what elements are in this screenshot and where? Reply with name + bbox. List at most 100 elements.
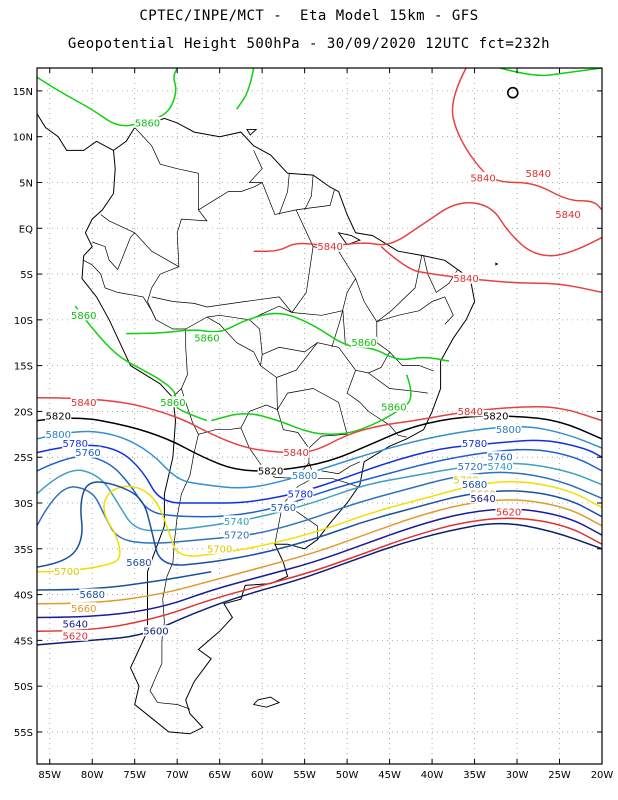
lat-tick-label: 15N bbox=[13, 87, 33, 98]
chart-title-line2: Geopotential Height 500hPa - 30/09/2020 … bbox=[67, 36, 551, 52]
contour-label: 5740 bbox=[224, 517, 249, 528]
contour-label: 5820 bbox=[483, 412, 508, 423]
lat-tick-label: 15S bbox=[14, 362, 33, 373]
country-border bbox=[83, 259, 188, 397]
lat-tick-label: 55S bbox=[14, 728, 33, 739]
contour-label-bg bbox=[79, 588, 106, 600]
contour-label-bg bbox=[470, 492, 497, 504]
contour-label: 5820 bbox=[46, 412, 71, 423]
contour-label-bg bbox=[461, 437, 488, 449]
contour-label: 5680 bbox=[126, 558, 151, 569]
contour-label: 5840 bbox=[453, 274, 478, 285]
contour-label: 5760 bbox=[75, 448, 100, 459]
contour-label: 5680 bbox=[462, 480, 487, 491]
contour-label-bg bbox=[291, 469, 318, 481]
contour-label-bg bbox=[223, 515, 250, 527]
contour-label: 5820 bbox=[258, 466, 283, 477]
contour-label: 5860 bbox=[351, 338, 376, 349]
lat-tick-label: 20S bbox=[14, 407, 33, 418]
contour-label: 5780 bbox=[288, 489, 313, 500]
contour-label: 5720 bbox=[224, 531, 249, 542]
lat-tick-label: 10N bbox=[13, 133, 33, 144]
country-border bbox=[423, 255, 458, 293]
contour-label: 5840 bbox=[555, 210, 580, 221]
contour-label-bg bbox=[351, 336, 378, 348]
contour-5680 bbox=[37, 570, 212, 591]
contour-label: 5780 bbox=[63, 439, 88, 450]
lon-tick-label: 20W bbox=[591, 770, 614, 781]
country-border bbox=[331, 278, 356, 348]
country-border bbox=[321, 461, 361, 475]
lat-tick-label: 10S bbox=[14, 316, 33, 327]
country-border bbox=[181, 316, 278, 435]
contour-label-bg bbox=[470, 171, 497, 183]
contour-label: 5860 bbox=[160, 398, 185, 409]
contour-5720 bbox=[37, 471, 602, 544]
contour-label: 5840 bbox=[71, 398, 96, 409]
contour-label-bg bbox=[53, 565, 80, 577]
contour-label: 5840 bbox=[526, 169, 551, 180]
lat-tick-label: 45S bbox=[14, 636, 33, 647]
contour-5680 bbox=[37, 481, 602, 568]
contour-label: 5700 bbox=[207, 544, 232, 555]
contour-5860 bbox=[74, 305, 208, 422]
lat-tick-label: 5S bbox=[20, 270, 33, 281]
lon-tick-label: 85W bbox=[38, 770, 61, 781]
contour-label: 5620 bbox=[496, 508, 521, 519]
country-border bbox=[376, 296, 454, 325]
contour-label-bg bbox=[159, 396, 186, 408]
contour-label: 5640 bbox=[63, 619, 88, 630]
country-border bbox=[313, 246, 423, 323]
country-border bbox=[206, 314, 263, 366]
lon-tick-label: 40W bbox=[421, 770, 444, 781]
contour-label-bg bbox=[457, 460, 484, 472]
contour-label-bg bbox=[283, 446, 310, 458]
contour-5860 bbox=[126, 312, 450, 362]
contour-label: 5840 bbox=[317, 242, 342, 253]
contour-label: 5720 bbox=[458, 462, 483, 473]
contour-label-bg bbox=[125, 556, 152, 568]
lon-tick-label: 60W bbox=[251, 770, 274, 781]
contour-label: 5840 bbox=[283, 448, 308, 459]
contour-label: 5600 bbox=[143, 627, 168, 638]
borders-layer bbox=[83, 127, 458, 710]
island bbox=[252, 696, 281, 708]
country-border bbox=[100, 127, 208, 268]
lon-tick-label: 70W bbox=[166, 770, 189, 781]
island bbox=[246, 128, 258, 136]
contour-label-bg bbox=[70, 309, 97, 321]
contour-label: 5860 bbox=[135, 118, 160, 129]
contour-label-bg bbox=[487, 451, 514, 463]
contour-label-bg bbox=[482, 410, 509, 421]
contour-label: 5740 bbox=[487, 462, 512, 473]
lon-tick-label: 65W bbox=[208, 770, 231, 781]
contour-5840 bbox=[253, 201, 602, 257]
lat-tick-label: 25S bbox=[14, 453, 33, 464]
contour-label-bg bbox=[270, 501, 297, 513]
lat-tick-label: 50S bbox=[14, 682, 33, 693]
coastline bbox=[81, 117, 476, 735]
contour-label: 5860 bbox=[381, 402, 406, 413]
contour-label: 5620 bbox=[63, 631, 88, 642]
country-border bbox=[276, 321, 391, 378]
country-border bbox=[291, 310, 346, 346]
contour-label-bg bbox=[62, 629, 89, 641]
country-border bbox=[151, 296, 293, 321]
closed-contour-marker bbox=[506, 86, 519, 99]
lon-tick-label: 25W bbox=[548, 770, 571, 781]
country-border bbox=[291, 209, 314, 313]
contour-label-bg bbox=[62, 437, 89, 449]
country-border bbox=[389, 351, 434, 372]
contour-label-bg bbox=[380, 400, 407, 412]
contour-label-bg bbox=[70, 602, 97, 614]
contour-label: 5760 bbox=[271, 503, 296, 514]
contour-label: 5860 bbox=[194, 334, 219, 345]
lat-tick-label: EQ bbox=[19, 224, 33, 235]
contour-label-bg bbox=[62, 617, 89, 629]
contour-label: 5660 bbox=[71, 604, 96, 615]
lon-tick-label: 50W bbox=[336, 770, 359, 781]
contour-label-bg bbox=[525, 167, 552, 179]
country-border bbox=[317, 477, 361, 488]
lat-tick-label: 30S bbox=[14, 499, 33, 510]
